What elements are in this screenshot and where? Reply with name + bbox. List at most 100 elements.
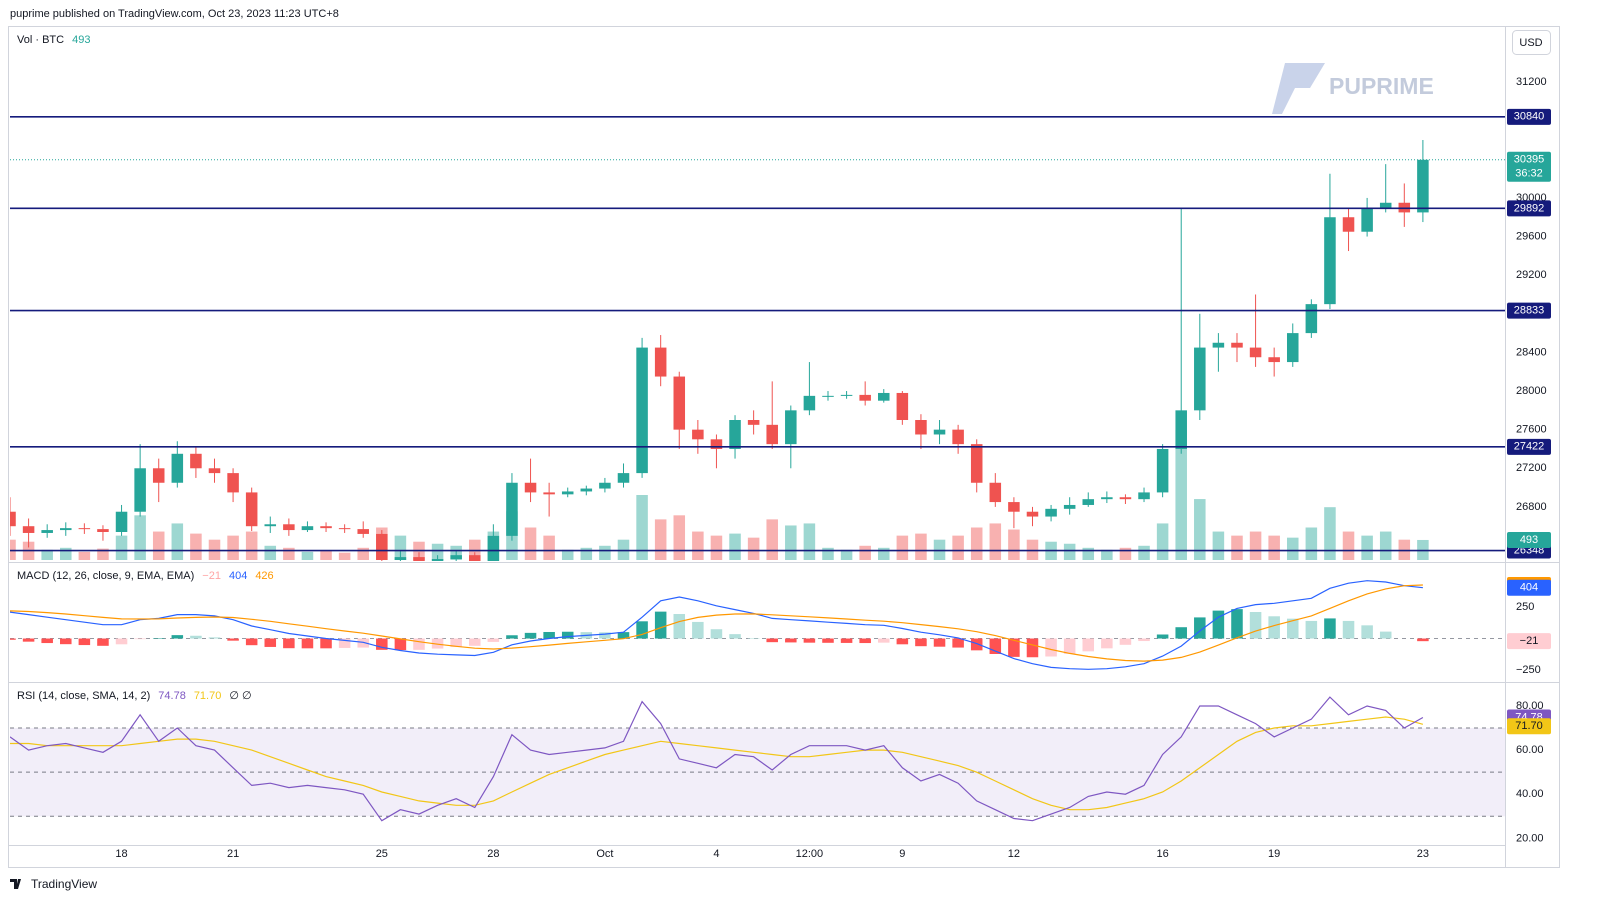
volume-bar xyxy=(1008,529,1020,560)
macd-histogram-bar xyxy=(803,638,816,643)
y-tick-label: 20.00 xyxy=(1516,832,1544,844)
candle-body xyxy=(1082,499,1095,505)
macd-histogram-bar xyxy=(636,621,648,639)
candle-body xyxy=(60,528,72,531)
candle-body xyxy=(710,439,723,449)
volume-bar xyxy=(60,547,72,560)
candle-body xyxy=(41,530,53,533)
candle-body xyxy=(208,468,221,474)
candle-body xyxy=(822,395,834,397)
macd-histogram-bar xyxy=(1101,638,1113,649)
macd-histogram-bar xyxy=(747,638,760,639)
candle-body xyxy=(766,424,778,445)
rsi-line xyxy=(10,696,1424,822)
volume-bar xyxy=(152,531,165,560)
macd-histogram-bar xyxy=(1324,618,1336,639)
candle-body xyxy=(1045,508,1057,517)
watermark: PUPRIME xyxy=(1272,63,1434,114)
candle-body xyxy=(115,511,128,532)
volume-bar xyxy=(896,535,909,560)
macd-histogram-bar xyxy=(1417,638,1429,642)
candle-body xyxy=(561,491,574,495)
macd-histogram-bar xyxy=(134,638,146,640)
macd-histogram-bar xyxy=(989,638,1002,654)
macd-histogram-bar xyxy=(915,638,927,647)
macd-badge-bg xyxy=(1507,579,1551,596)
y-tick-label: 28000 xyxy=(1516,385,1547,397)
candle-body xyxy=(989,482,1002,503)
macd-histogram-bar xyxy=(413,638,425,650)
candle-body xyxy=(859,394,871,401)
candle-body xyxy=(785,410,797,445)
footer-logo-mark xyxy=(10,879,21,889)
candle-body xyxy=(227,473,239,493)
level-badge: 27422 xyxy=(1514,441,1545,453)
x-tick-label: 21 xyxy=(227,848,239,860)
currency-label[interactable]: USD xyxy=(1519,37,1542,49)
candle-body xyxy=(1342,217,1355,232)
macd-histogram-bar xyxy=(78,638,91,646)
currency-button[interactable] xyxy=(1512,30,1551,55)
volume-bar xyxy=(692,531,704,560)
volume-bar xyxy=(283,547,295,560)
volume-bar xyxy=(1212,531,1225,560)
candle-body xyxy=(97,529,109,532)
last-price-badge: 30395 xyxy=(1514,154,1545,166)
volume-bar xyxy=(171,523,184,560)
macd-histogram-bar xyxy=(1082,638,1095,652)
candle-body xyxy=(877,392,890,401)
x-tick-label: 28 xyxy=(487,848,499,860)
macd-histogram-bar xyxy=(1138,638,1150,642)
macd-histogram-bar xyxy=(599,632,611,639)
volume-bar xyxy=(1379,531,1392,560)
macd-histogram-bar xyxy=(469,638,481,646)
volume-bar xyxy=(1138,545,1150,560)
candle-body xyxy=(1305,304,1318,334)
candle-body xyxy=(190,453,202,469)
macd-legend-title: MACD (12, 26, close, 9, EMA, EMA) xyxy=(17,570,194,582)
x-tick-label: 18 xyxy=(115,848,127,860)
macd-histogram-bar xyxy=(766,638,778,643)
candle-body xyxy=(970,444,983,483)
candle-body xyxy=(283,524,295,531)
x-tick-label: 4 xyxy=(713,848,719,860)
macd-histogram-bar xyxy=(227,638,239,641)
candle-body xyxy=(1063,504,1076,509)
candle-body xyxy=(264,524,277,527)
macd-histogram-bar xyxy=(41,638,53,644)
macd-histogram-bar xyxy=(506,635,518,639)
macd-histogram-bar xyxy=(1008,638,1020,657)
x-tick-label: 9 xyxy=(899,848,905,860)
macd-histogram-bar xyxy=(60,638,72,645)
macd-histogram-bar xyxy=(190,635,202,639)
volume-bar xyxy=(1119,547,1132,560)
candle-body xyxy=(524,482,537,493)
macd-histogram-bar xyxy=(450,638,462,648)
candle-body xyxy=(1026,511,1039,517)
volume-bar xyxy=(1286,537,1299,560)
volume-bar xyxy=(785,525,797,560)
volume-bar xyxy=(524,527,537,560)
volume-bar xyxy=(599,545,611,560)
volume-bar xyxy=(654,519,667,560)
candle-body xyxy=(673,376,686,430)
volume-bar xyxy=(115,535,128,560)
volume-bar xyxy=(822,547,834,560)
macd-histogram-bar xyxy=(840,638,853,643)
candle-body xyxy=(952,429,964,445)
candle-body xyxy=(729,420,741,449)
candle-body xyxy=(1361,207,1373,232)
y-tick-label: 26800 xyxy=(1516,501,1547,513)
macd-histogram-bar xyxy=(376,638,388,650)
volume-bar xyxy=(134,515,146,560)
macd-histogram-bar xyxy=(1305,620,1318,639)
volume-bar xyxy=(1342,531,1355,560)
volume-bar xyxy=(1249,531,1262,560)
volume-bar xyxy=(301,551,314,560)
volume-bar xyxy=(1305,527,1318,560)
volume-bar xyxy=(915,533,927,560)
last-price-badge-bg xyxy=(1507,151,1551,182)
candle-body xyxy=(599,482,611,489)
macd-histogram-bar xyxy=(710,629,723,639)
